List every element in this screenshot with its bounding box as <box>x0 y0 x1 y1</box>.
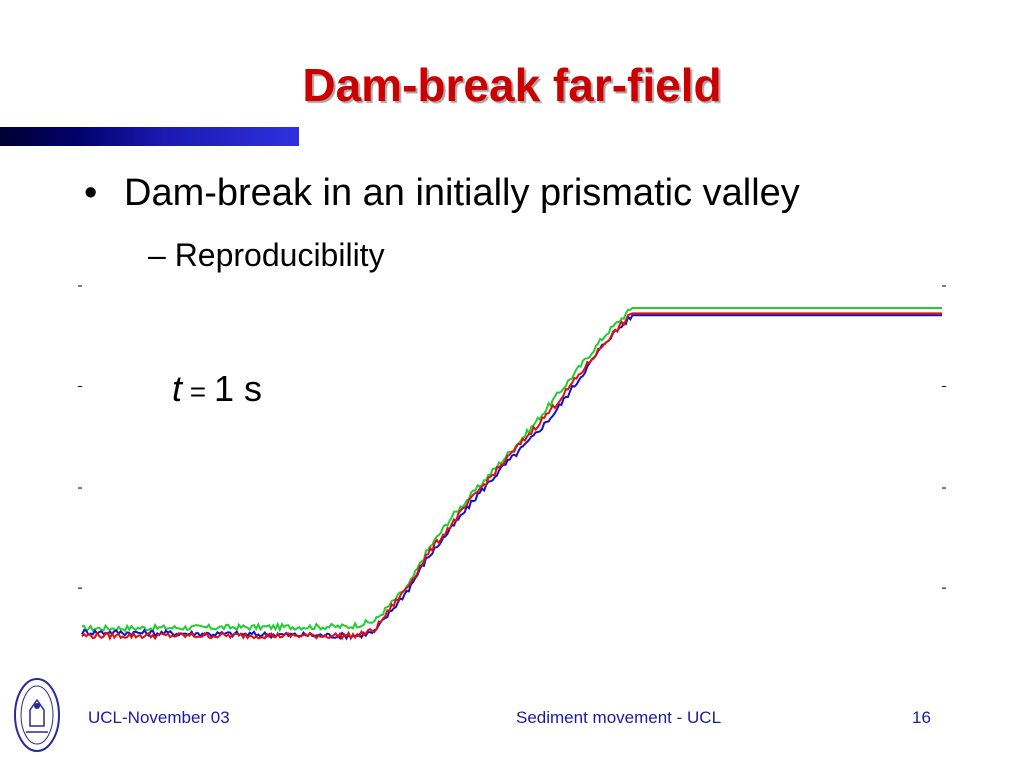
series-line-2 <box>81 312 942 641</box>
university-seal-logo <box>14 678 60 752</box>
page-number: 16 <box>912 708 931 727</box>
series-line-1 <box>81 314 942 641</box>
time-equals: = <box>182 376 214 407</box>
slide-title: Dam-break far-field <box>302 59 722 111</box>
bullet-item: • Dam-break in an initially prismatic val… <box>84 172 800 215</box>
time-variable: t <box>172 368 183 409</box>
footer-date: UCL-November 03 <box>88 708 230 727</box>
sub-bullet-text: – Reproducibility <box>148 237 385 273</box>
time-annotation: t = 1 s <box>172 368 262 410</box>
bullet-text: Dam-break in an initially prismatic vall… <box>124 172 800 214</box>
footer-title: Sediment movement - UCL <box>516 708 722 727</box>
bullet-dot-icon: • <box>84 172 98 214</box>
reproducibility-line-chart <box>78 285 946 641</box>
series-line-0 <box>81 307 942 633</box>
time-value: 1 s <box>213 368 262 409</box>
title-underline-bar <box>0 127 299 146</box>
